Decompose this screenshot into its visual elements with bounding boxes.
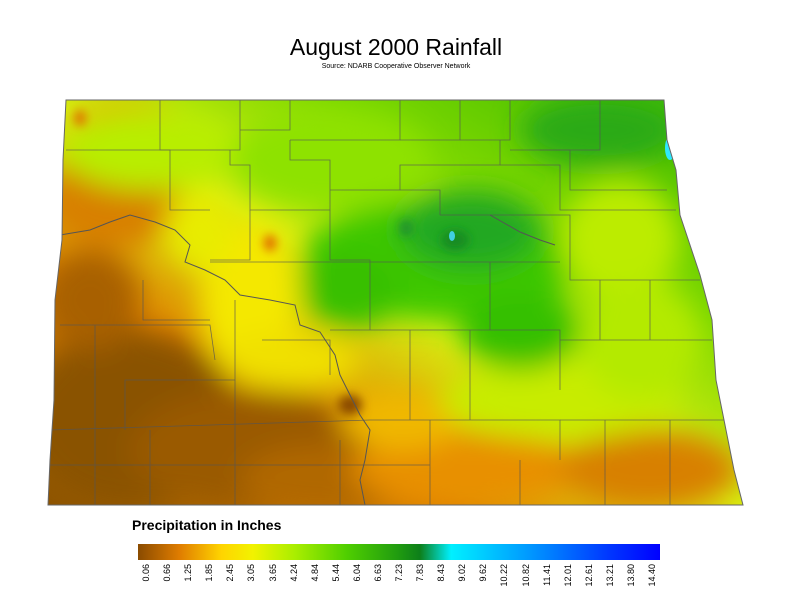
legend-tick-label: 11.41: [541, 564, 552, 586]
legend-tick-label: 6.04: [351, 564, 362, 582]
legend-tick-label: 10.82: [520, 564, 531, 587]
legend-tick-label: 9.02: [457, 564, 468, 582]
legend-tick-label: 8.43: [436, 564, 447, 582]
missouri-river: [59, 214, 556, 505]
legend-tick-label: 12.61: [583, 564, 594, 587]
legend-tick-label: 0.06: [141, 564, 151, 582]
legend-tick-label: 4.84: [309, 564, 320, 582]
legend-tick-label: 13.21: [604, 564, 615, 587]
legend-tick-label: 10.22: [499, 564, 510, 587]
legend-tick-label: 0.66: [162, 564, 173, 582]
legend-tick-label: 2.45: [225, 564, 236, 582]
legend-tick-label: 3.05: [246, 564, 257, 582]
legend-tick-label: 12.01: [562, 564, 573, 587]
legend-tick-label: 1.85: [204, 564, 215, 582]
legend-tick-label: 6.63: [372, 564, 383, 582]
legend-tick-labels: 0.06 0.66 1.25 1.85 2.45 3.05 3.65 4.24 4.84 5.44…: [138, 560, 660, 608]
legend-tick-label: 1.25: [183, 564, 194, 582]
legend-tick-label: 13.80: [625, 564, 636, 587]
legend-colorbar: [138, 544, 660, 560]
legend-tick-label: 7.23: [394, 564, 404, 582]
legend-tick-label: 14.40: [647, 564, 657, 587]
legend-tick-label: 4.24: [288, 564, 299, 582]
legend-tick-label: 5.44: [330, 564, 341, 582]
county-boundaries: [49, 100, 726, 505]
legend-title: Precipitation in Inches: [132, 517, 282, 533]
map-subtitle: Source: NDARB Cooperative Observer Netwo…: [321, 63, 471, 70]
legend-tick-label: 7.83: [415, 564, 426, 582]
map-title: August 2000 Rainfall: [289, 34, 503, 60]
legend-tick-label: 9.62: [478, 564, 489, 582]
rainfall-surface: [48, 100, 743, 505]
legend-tick-label: 3.65: [267, 564, 278, 582]
state-outline: [47, 99, 744, 506]
